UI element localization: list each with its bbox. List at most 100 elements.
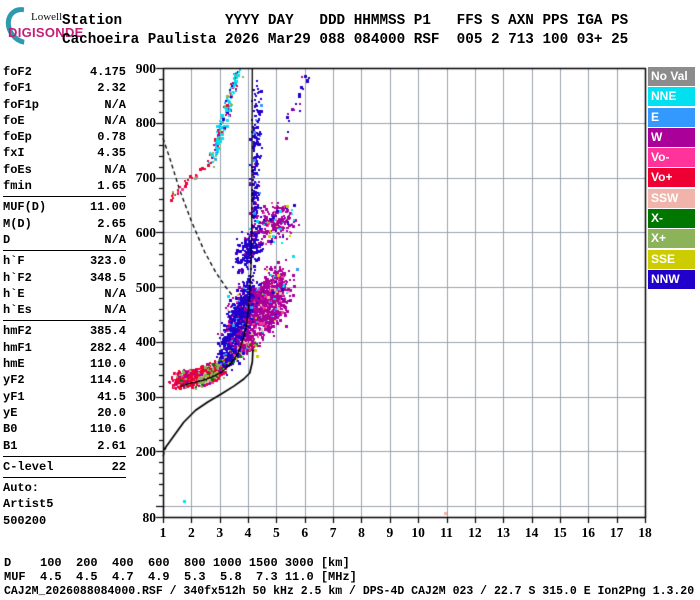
param-row-ye: yE 20.0 — [3, 405, 126, 421]
legend-item-vo-: Vo- — [648, 148, 695, 168]
x-tick-label: 8 — [358, 525, 365, 540]
x-tick-label: 6 — [301, 525, 309, 540]
param-value: 4.175 — [89, 65, 126, 79]
param-row-yf2: yF2 114.6 — [3, 372, 126, 388]
param-label: yE — [3, 405, 18, 420]
param-label: h`F — [3, 254, 25, 269]
param-value: N/A — [104, 303, 126, 318]
x-tick-label: 5 — [273, 525, 280, 540]
param-value: 348.5 — [89, 270, 126, 285]
param-label: foEp — [3, 130, 32, 145]
param-value: 41.5 — [97, 389, 126, 404]
param-value: N/A — [104, 113, 126, 128]
param-label: hmE — [3, 357, 25, 372]
direction-legend: No Val NNE E W Vo- Vo+ SSW X- X+ SSE NNW — [648, 67, 695, 290]
param-row-500200: 500200 — [3, 513, 126, 529]
param-label: h`F2 — [3, 270, 32, 285]
param-label: foEs — [3, 162, 32, 177]
y-tick-label: 700 — [135, 170, 156, 185]
param-row-mufd: MUF(D) 11.00 — [3, 199, 126, 215]
param-row-hf2: h`F2 348.5 — [3, 270, 126, 286]
param-label: hmF2 — [3, 324, 32, 339]
param-label: C-level — [3, 459, 54, 474]
param-label: yF2 — [3, 373, 25, 388]
param-row-fof1p: foF1p N/A — [3, 97, 126, 113]
param-row-foep: foEp 0.78 — [3, 129, 126, 145]
param-row-b0: B0 110.6 — [3, 421, 126, 437]
param-label: fxI — [3, 146, 25, 161]
param-value: N/A — [104, 232, 126, 247]
param-row-hmf2: hmF2 385.4 — [3, 323, 126, 339]
param-label: foF1 — [3, 81, 32, 96]
param-row-hmf1: hmF1 282.4 — [3, 340, 126, 356]
param-value: 20.0 — [97, 405, 126, 420]
param-row-fmin: fmin 1.65 — [3, 178, 126, 194]
y-tick-label: 300 — [135, 389, 156, 405]
param-value: 0.78 — [97, 130, 126, 145]
param-row-fxi: fxI 4.35 — [3, 145, 126, 161]
param-value: N/A — [104, 97, 126, 112]
y-tick-label: 200 — [135, 443, 156, 459]
param-row-d: D N/A — [3, 232, 126, 248]
legend-item-ssw: SSW — [648, 188, 695, 208]
x-tick-label: 4 — [244, 525, 252, 540]
param-label: M(D) — [3, 216, 32, 231]
param-row-foes: foEs N/A — [3, 162, 126, 178]
param-label: foE — [3, 113, 25, 128]
x-tick-label: 13 — [496, 525, 510, 540]
param-row-fof1: foF1 2.32 — [3, 80, 126, 96]
x-tick-label: 10 — [411, 525, 425, 540]
param-row-auto: Auto: — [3, 480, 126, 496]
param-label: yF1 — [3, 389, 25, 404]
param-row-md: M(D) 2.65 — [3, 216, 126, 232]
panel-separator — [3, 455, 126, 457]
x-tick-label: 7 — [329, 525, 337, 540]
x-tick-label: 1 — [159, 525, 167, 540]
y-tick-label: 800 — [135, 115, 156, 131]
param-label: foF1p — [3, 97, 40, 112]
param-label: Artist5 — [3, 497, 54, 512]
distance-row: D 100 200 400 600 800 1000 1500 3000 [km… — [4, 556, 350, 570]
panel-separator — [3, 320, 126, 322]
x-tick-label: 12 — [468, 525, 482, 540]
legend-item-sse: SSE — [648, 249, 695, 269]
y-tick-label: 80 — [142, 509, 157, 525]
x-tick-label: 14 — [524, 525, 539, 540]
param-label: foF2 — [3, 65, 32, 79]
x-tick-label: 11 — [440, 525, 453, 540]
param-row-clevel: C-level 22 — [3, 459, 126, 475]
param-value: N/A — [104, 286, 126, 301]
x-tick-label: 9 — [386, 525, 394, 540]
y-tick-label: 400 — [135, 334, 156, 350]
logo-digisonde-text: DIGISONDE — [8, 25, 84, 40]
param-value: 110.0 — [89, 357, 126, 372]
param-label: MUF(D) — [3, 200, 47, 215]
panel-separator — [3, 250, 126, 252]
param-value: 282.4 — [89, 340, 126, 355]
legend-item-noval: No Val — [648, 67, 695, 86]
status-line: CAJ2M_2026088084000.RSF / 340fx512h 50 k… — [4, 585, 695, 598]
param-row-he: h`E N/A — [3, 286, 126, 302]
x-tick-label: 15 — [553, 525, 567, 540]
param-label: h`E — [3, 286, 25, 301]
param-label: hmF1 — [3, 340, 32, 355]
header-block: Station YYYY DAY DDD HHMMSS P1 FFS S AXN… — [62, 12, 628, 49]
header-values-line: Cachoeira Paulista 2026 Mar29 088 084000… — [62, 31, 629, 48]
param-value: 110.6 — [89, 422, 126, 437]
param-value: 2.61 — [97, 438, 126, 453]
x-tick-label: 18 — [638, 525, 652, 540]
param-label: h`Es — [3, 303, 32, 318]
parameter-panel: foF2 4.175 foF1 2.32 foF1p N/A foE N/A foEp 0.78 f… — [3, 64, 126, 529]
y-tick-label: 600 — [135, 224, 156, 240]
param-value: 2.65 — [97, 216, 126, 231]
param-label: fmin — [3, 179, 32, 194]
logo-lowell-text: Lowell — [31, 11, 63, 23]
y-tick-label: 900 — [135, 60, 156, 76]
param-row-hme: hmE 110.0 — [3, 356, 126, 372]
legend-item-x-: X- — [648, 209, 695, 229]
param-label: 500200 — [3, 513, 47, 528]
param-row-hes: h`Es N/A — [3, 302, 126, 318]
x-tick-label: 2 — [187, 525, 195, 540]
